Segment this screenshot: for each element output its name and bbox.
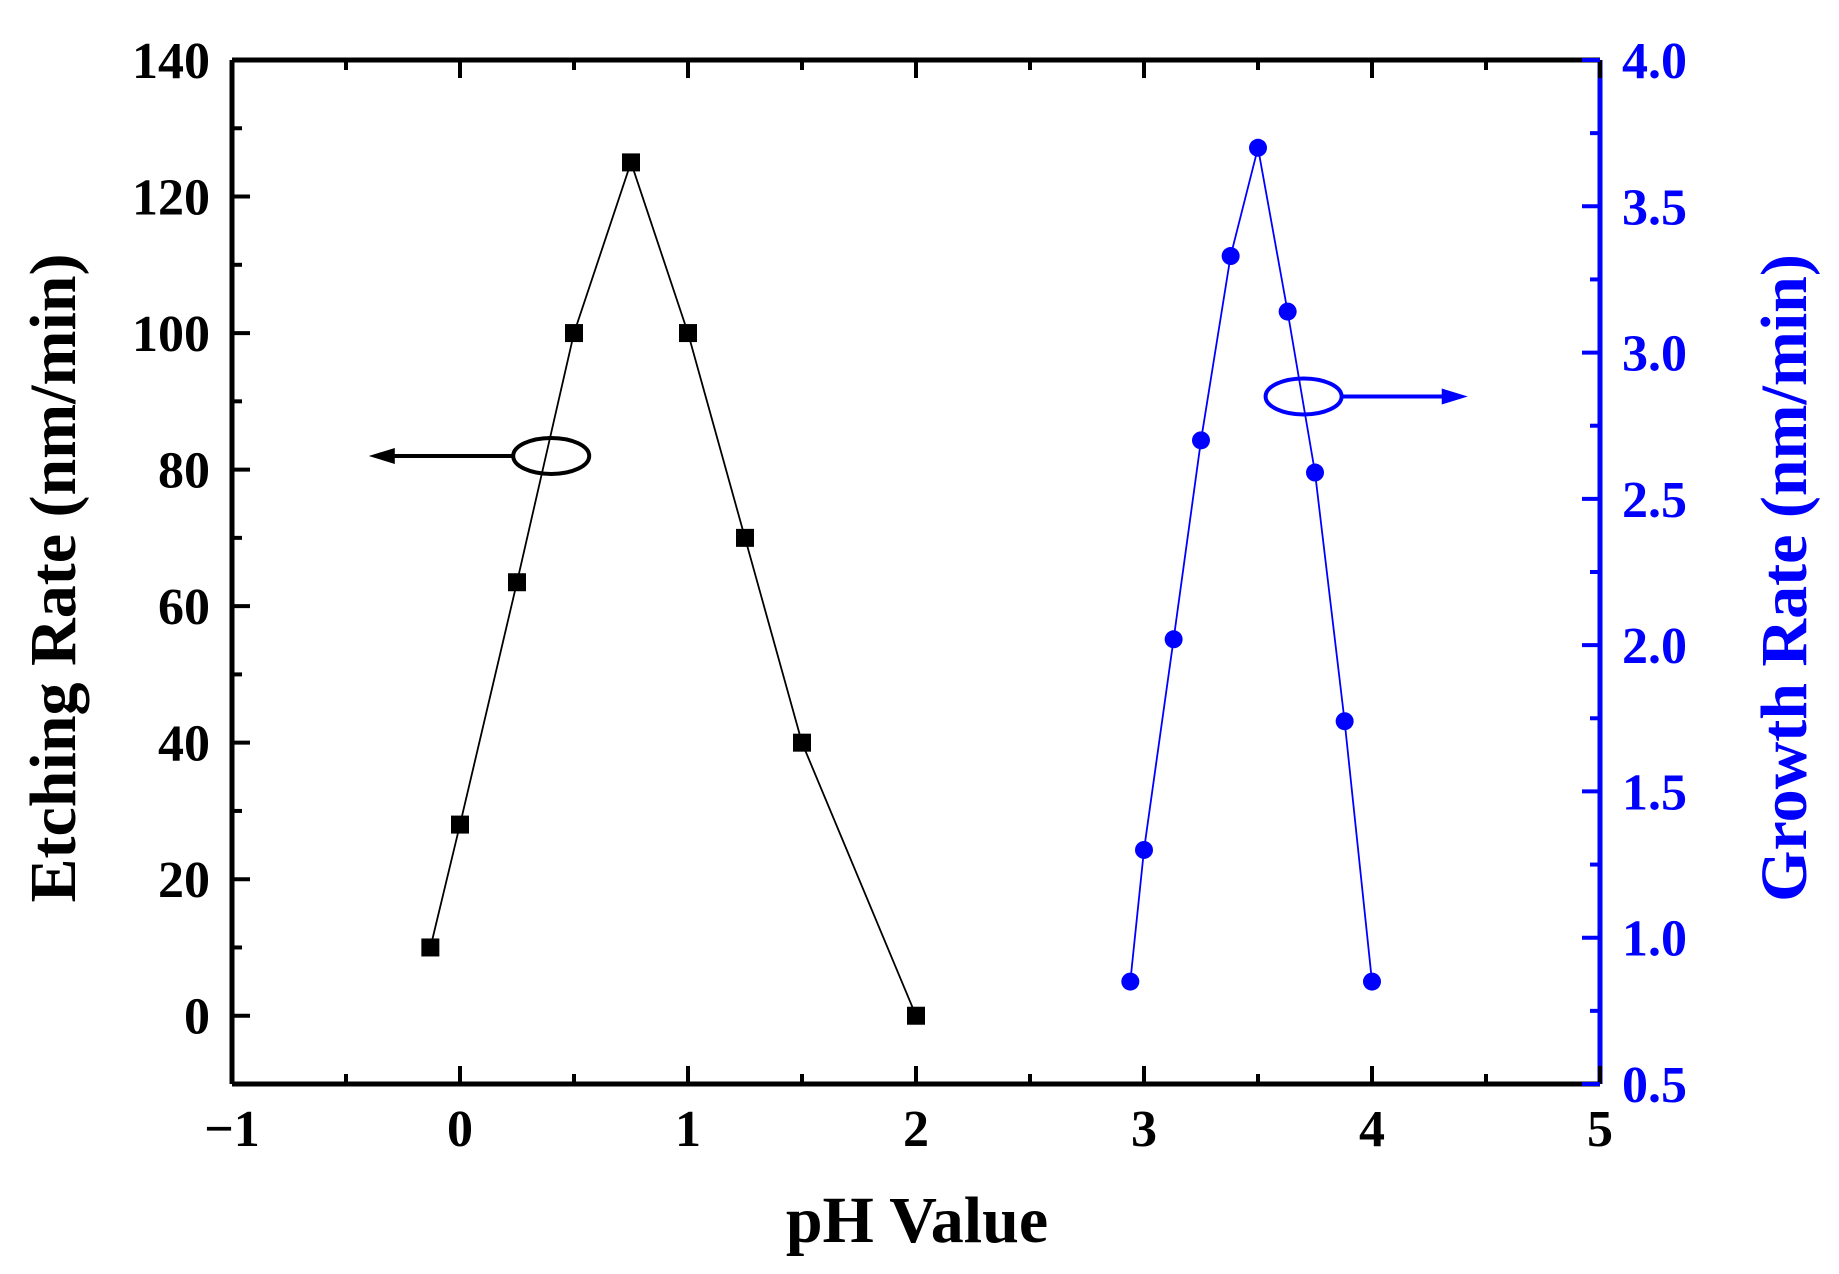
growth-rate-point (1306, 463, 1324, 482)
etching-rate-point (421, 938, 440, 957)
y-left-tick-label: 40 (158, 716, 210, 773)
etching-rate-point (565, 324, 583, 343)
growth-rate-point (1221, 247, 1240, 266)
growth-rate-point (1249, 138, 1267, 157)
y-right-tick-label: 0.5 (1622, 1057, 1687, 1114)
growth-rate-point (1335, 712, 1354, 731)
x-tick-label: 3 (1131, 1101, 1157, 1158)
axes (229, 57, 1603, 1087)
y-axis-right-title: Growth Rate (nm/min) (1748, 254, 1821, 902)
y-right-tick-label: 1.5 (1622, 764, 1687, 821)
etching-rate-point (679, 324, 697, 343)
y-right-tick-label: 3.5 (1622, 179, 1687, 236)
ticks: −1 0 1 2 3 4 5 0 20 40 60 80 100 120 140 0.5 1.0 1.5 2.0 2.… (132, 33, 1687, 1158)
etching-rate-point (622, 153, 640, 172)
growth-rate-point (1135, 840, 1153, 859)
y-axis-left-title: Etching Rate (nm/min) (17, 254, 90, 903)
left-arrow-icon (368, 447, 395, 464)
y-left-tick-label: 80 (158, 443, 210, 500)
y-right-tick-label: 2.5 (1622, 472, 1687, 529)
growth-rate-point (1121, 972, 1140, 991)
etching-rate-point (451, 815, 469, 834)
y-right-tick-label: 1.0 (1622, 911, 1687, 968)
y-left-tick-label: 140 (132, 33, 210, 90)
etching-rate-point (508, 573, 526, 592)
annotations (368, 376, 1468, 476)
growth-rate-line (1129, 147, 1373, 982)
x-tick-label: 5 (1587, 1101, 1613, 1158)
y-left-tick-label: 120 (132, 170, 210, 227)
x-tick-label: −1 (204, 1101, 260, 1158)
etching-rate-point (907, 1006, 925, 1025)
growth-rate-point (1192, 431, 1210, 450)
growth-rate-point (1164, 630, 1183, 649)
right-arrow-icon (1441, 388, 1468, 405)
x-tick-label: 2 (903, 1101, 929, 1158)
y-left-tick-label: 0 (184, 989, 210, 1046)
etching-rate-point (793, 733, 811, 752)
x-axis-title: pH Value (786, 1184, 1048, 1257)
y-left-tick-label: 100 (132, 306, 210, 363)
etching-rate-point (736, 528, 754, 547)
x-tick-label: 0 (447, 1101, 473, 1158)
y-right-tick-label: 4.0 (1622, 33, 1687, 90)
growth-rate-point (1363, 972, 1381, 991)
x-tick-label: 4 (1359, 1101, 1385, 1158)
growth-rate-point (1278, 302, 1297, 321)
left-axis-indicator-oval (511, 435, 592, 476)
y-right-tick-label: 3.0 (1622, 326, 1687, 383)
y-left-tick-label: 60 (158, 579, 210, 636)
y-right-tick-label: 2.0 (1622, 618, 1687, 675)
x-tick-label: 1 (675, 1101, 701, 1158)
etching-rate-line (429, 159, 917, 1017)
series (421, 138, 1381, 1025)
y-left-tick-label: 20 (158, 852, 210, 909)
